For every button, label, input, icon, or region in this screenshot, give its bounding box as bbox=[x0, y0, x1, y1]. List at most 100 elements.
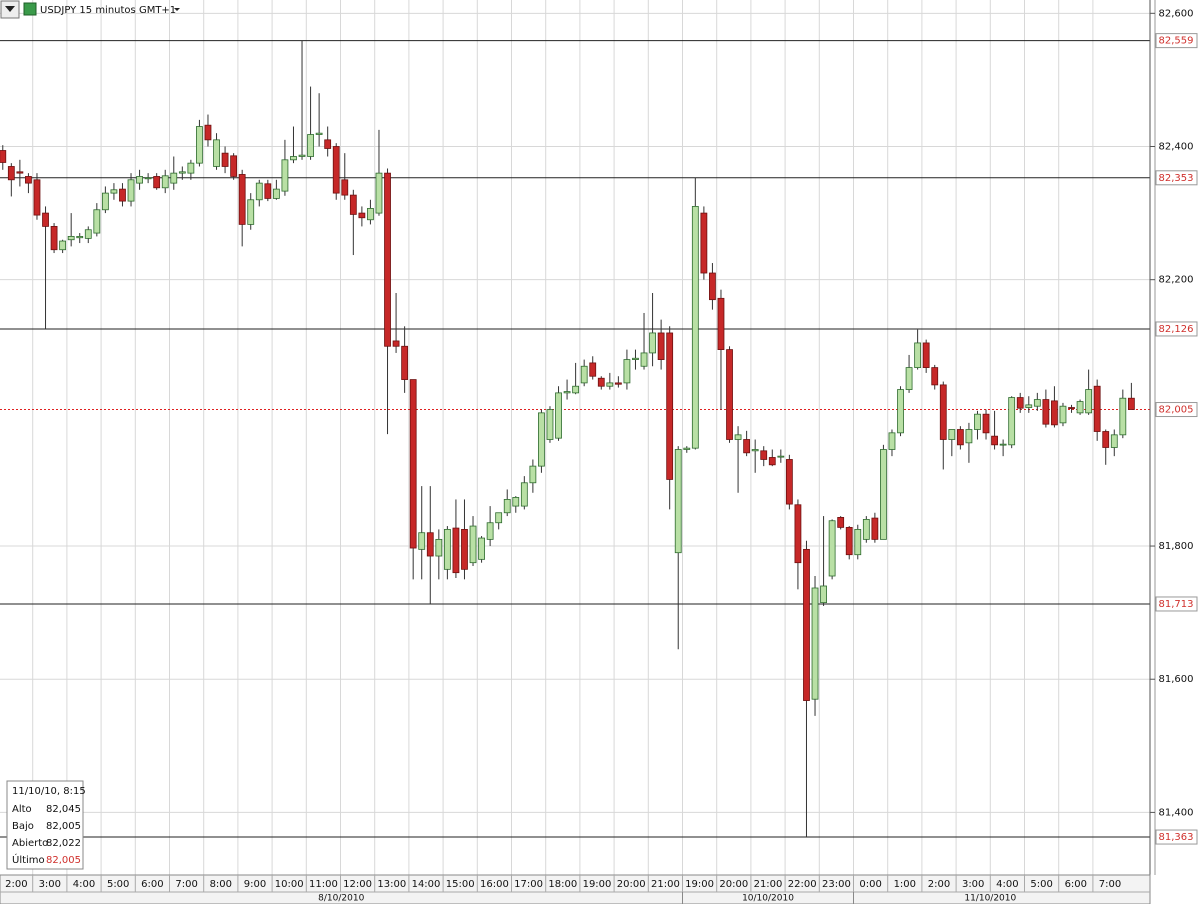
candle-body bbox=[717, 297, 725, 351]
candle-body bbox=[25, 176, 32, 184]
candle-body bbox=[478, 537, 485, 560]
candle-body bbox=[777, 455, 785, 458]
x-tick-label: 12:00 bbox=[343, 879, 372, 890]
candle-body bbox=[794, 504, 802, 564]
candle-body bbox=[281, 159, 289, 192]
candle-body bbox=[512, 497, 520, 507]
info-time: 11/10/10, 8:15 bbox=[12, 786, 86, 797]
candle-body bbox=[153, 176, 161, 189]
candle-body bbox=[657, 332, 665, 360]
symbol-title: USDJPY 15 minutos GMT+1 bbox=[40, 5, 176, 16]
candle-body bbox=[529, 465, 537, 484]
candle-body bbox=[1119, 397, 1127, 436]
candle-body bbox=[315, 132, 323, 135]
candle-body bbox=[67, 235, 75, 241]
info-key: Bajo bbox=[12, 821, 34, 832]
candle-body bbox=[914, 342, 922, 368]
candle-body bbox=[905, 367, 913, 390]
candle-body bbox=[0, 150, 7, 163]
candle-body bbox=[982, 413, 990, 434]
candle-body bbox=[101, 192, 109, 211]
time-axis bbox=[0, 874, 1151, 904]
candle-body bbox=[614, 382, 622, 385]
candle-body bbox=[1051, 400, 1058, 426]
x-tick-label: 1:00 bbox=[894, 879, 916, 890]
candle-body bbox=[666, 332, 674, 480]
x-tick-label: 6:00 bbox=[141, 879, 163, 890]
candle-body bbox=[888, 432, 896, 450]
candle-body bbox=[768, 457, 776, 466]
candle-body bbox=[649, 332, 656, 354]
level-label: 82,353 bbox=[1159, 173, 1194, 184]
menu-icon bbox=[5, 6, 15, 12]
candle-body bbox=[700, 212, 708, 274]
candle-body bbox=[1093, 385, 1101, 432]
x-tick-label: 7:00 bbox=[175, 879, 197, 890]
candle-body bbox=[503, 499, 511, 514]
candle-body bbox=[76, 235, 84, 239]
candle-body bbox=[161, 175, 169, 189]
candle-body bbox=[264, 183, 272, 199]
date-label: 8/10/2010 bbox=[318, 894, 364, 904]
candle-body bbox=[1076, 401, 1084, 414]
candle-body bbox=[589, 362, 597, 377]
candle-body bbox=[426, 532, 434, 557]
candle-body bbox=[811, 587, 819, 700]
candle-body bbox=[640, 352, 648, 367]
dropdown-arrow[interactable] bbox=[174, 8, 180, 11]
x-tick-label: 6:00 bbox=[1065, 879, 1087, 890]
candle-body bbox=[709, 272, 716, 301]
candle-body bbox=[119, 188, 126, 202]
candle-body bbox=[871, 517, 879, 540]
candle-body bbox=[375, 172, 383, 214]
candle-body bbox=[255, 182, 263, 201]
info-value: 82,005 bbox=[46, 855, 81, 866]
candle-body bbox=[358, 212, 366, 219]
x-tick-label: 4:00 bbox=[996, 879, 1018, 890]
y-tick-label: 81,600 bbox=[1159, 674, 1194, 685]
candle-body bbox=[178, 171, 186, 174]
candle-body bbox=[401, 345, 409, 380]
x-tick-label: 3:00 bbox=[962, 879, 984, 890]
candle-body bbox=[7, 166, 15, 181]
candle-body bbox=[127, 179, 135, 202]
candle-body bbox=[495, 512, 503, 524]
candle-body bbox=[555, 392, 562, 439]
candle-body bbox=[538, 412, 545, 467]
x-tick-label: 20:00 bbox=[617, 879, 646, 890]
x-tick-label: 16:00 bbox=[480, 879, 509, 890]
level-label: 82,126 bbox=[1159, 324, 1194, 335]
candle-body bbox=[50, 226, 58, 251]
candle-body bbox=[1059, 405, 1067, 424]
level-box bbox=[1155, 170, 1198, 186]
candle-body bbox=[691, 206, 699, 449]
candle-body bbox=[196, 126, 203, 164]
candle-body bbox=[298, 154, 306, 157]
info-box bbox=[6, 780, 84, 870]
candle-body bbox=[1008, 397, 1016, 446]
y-tick-label: 81,400 bbox=[1159, 807, 1194, 818]
info-value: 82,045 bbox=[46, 804, 81, 815]
candle-body bbox=[563, 391, 571, 394]
y-tick-label: 82,200 bbox=[1159, 275, 1194, 286]
candle-body bbox=[409, 379, 417, 549]
x-tick-label: 5:00 bbox=[107, 879, 129, 890]
level-box bbox=[1155, 596, 1198, 612]
candle-body bbox=[862, 519, 870, 540]
candle-body bbox=[606, 382, 614, 387]
candle-body bbox=[623, 359, 631, 384]
x-tick-label: 2:00 bbox=[928, 879, 950, 890]
candle-body bbox=[443, 528, 451, 570]
x-tick-label: 23:00 bbox=[822, 879, 851, 890]
candle-body bbox=[974, 413, 981, 430]
x-tick-label: 18:00 bbox=[548, 879, 577, 890]
x-tick-label: 20:00 bbox=[719, 879, 748, 890]
candle-body bbox=[93, 209, 101, 234]
x-tick-label: 22:00 bbox=[788, 879, 817, 890]
candle-body bbox=[803, 548, 810, 701]
x-tick-label: 3:00 bbox=[39, 879, 61, 890]
x-tick-label: 8:00 bbox=[210, 879, 232, 890]
y-tick-label: 82,600 bbox=[1159, 8, 1194, 19]
candle-body bbox=[247, 199, 255, 225]
